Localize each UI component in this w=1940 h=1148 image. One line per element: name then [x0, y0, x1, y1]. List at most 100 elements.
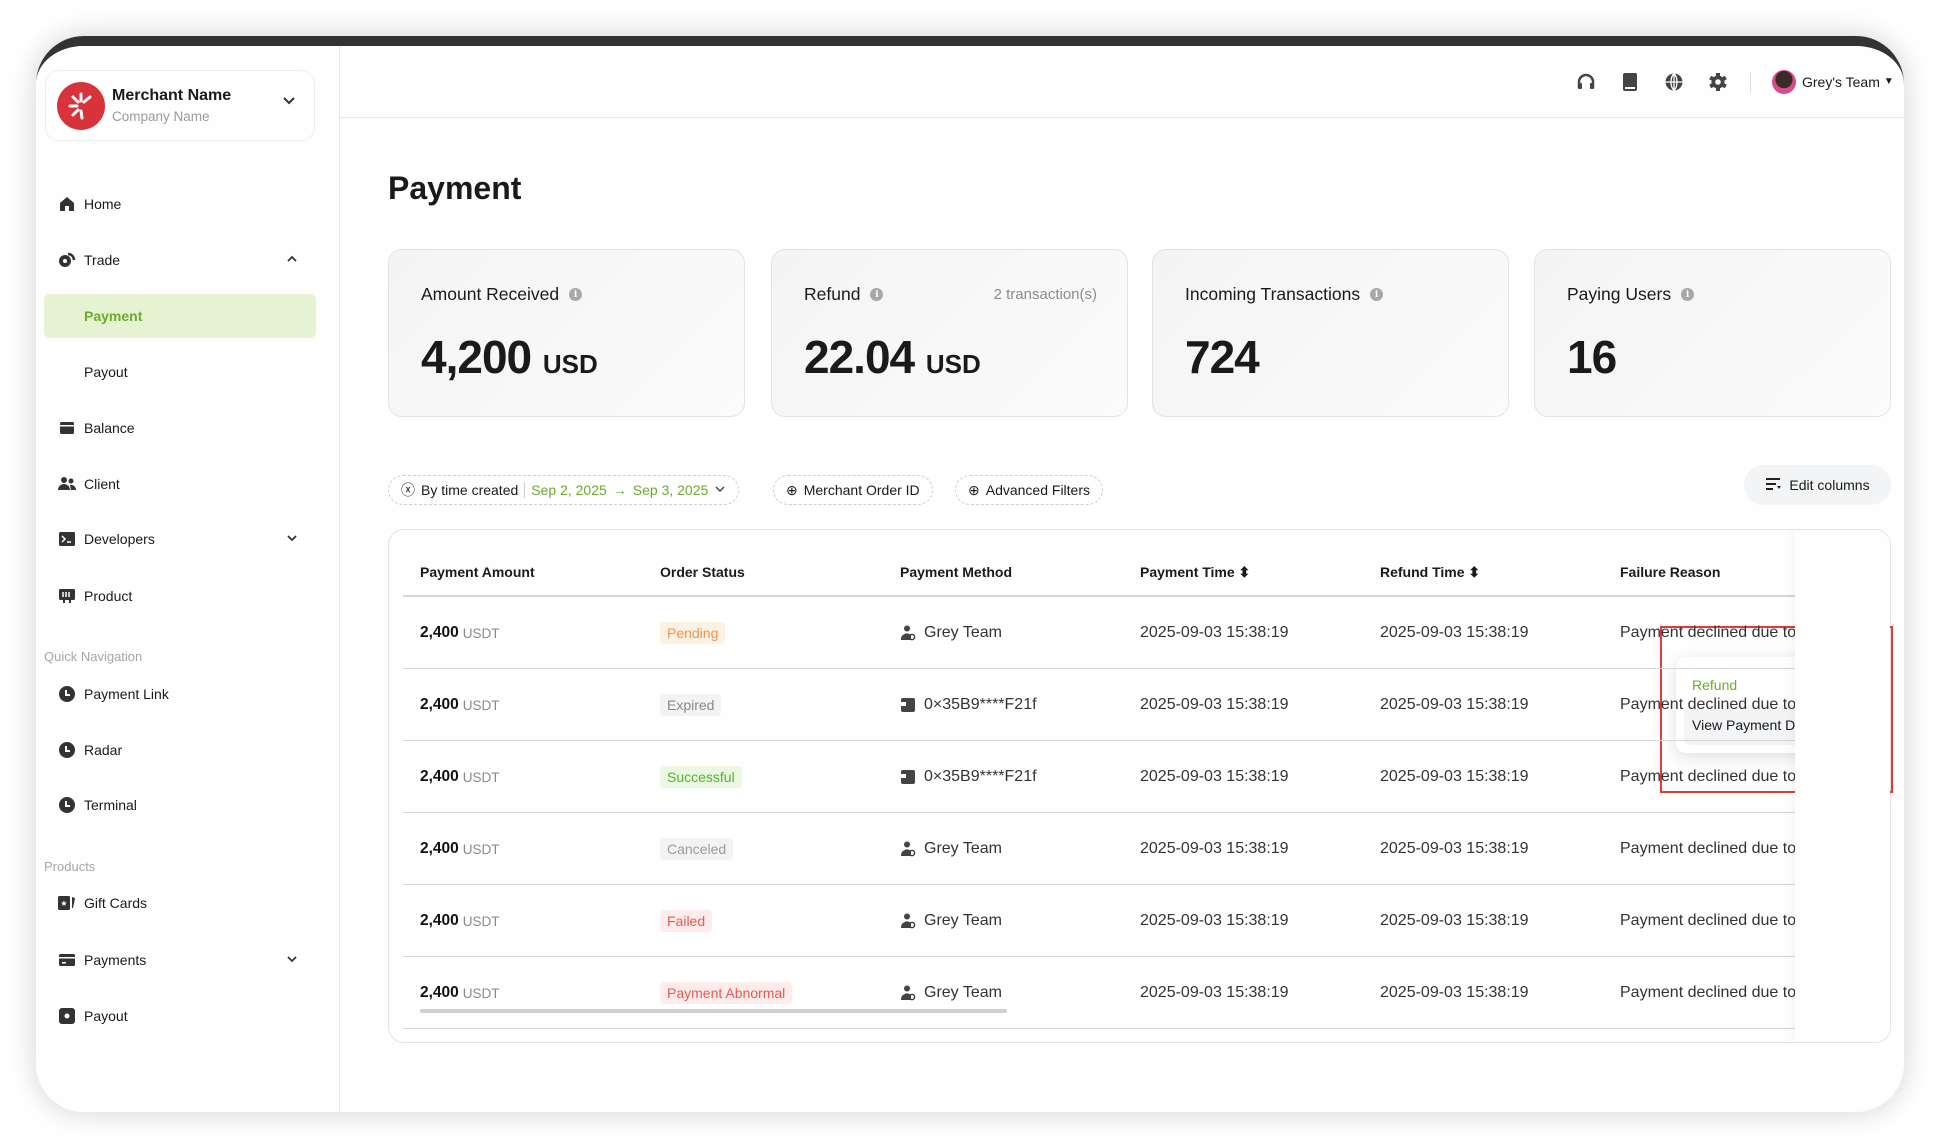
- avatar[interactable]: [1772, 70, 1796, 94]
- table-row[interactable]: 2,400 USDT Expired 0×35B9****F21f 2025-09…: [403, 669, 1880, 741]
- payment-time: 2025-09-03 15:38:19: [1140, 624, 1289, 641]
- table-row[interactable]: [403, 813, 1878, 885]
- status-badge: Failed: [660, 910, 713, 932]
- date-to[interactable]: Sep 3, 2025: [632, 482, 709, 498]
- table-row[interactable]: 2,400 USDT Failed Grey Team 2025-09-03 15…: [403, 885, 1880, 957]
- quick-nav-payment-link[interactable]: Payment Link: [36, 674, 340, 714]
- refund-time: 2025-09-03 15:38:19: [1380, 984, 1529, 1001]
- merchant-switcher[interactable]: Merchant Name Company Name: [45, 70, 315, 141]
- table-row[interactable]: [403, 741, 1878, 813]
- info-icon[interactable]: i: [1681, 288, 1695, 301]
- table-row[interactable]: [403, 597, 1878, 669]
- failure-reason: Payment declined due to: [1620, 768, 1797, 785]
- status-badge: Payment Abnormal: [660, 982, 793, 1004]
- amount-value: 2,400: [420, 624, 459, 641]
- home-icon: [58, 195, 76, 213]
- sidebar-item-label: Trade: [84, 252, 121, 268]
- method-label: Grey Team: [924, 912, 1002, 929]
- sidebar-item-balance[interactable]: Balance: [36, 408, 340, 448]
- sidebar-item-product[interactable]: Product: [36, 576, 340, 616]
- chevron-down-icon[interactable]: [286, 532, 298, 547]
- gear-icon[interactable]: [1706, 70, 1730, 94]
- edit-columns-button[interactable]: Edit columns: [1744, 465, 1891, 505]
- sidebar-item-label: Gift Cards: [84, 895, 148, 911]
- table-row[interactable]: [403, 957, 1878, 1029]
- sidebar-item-home[interactable]: Home: [36, 184, 340, 224]
- table-row[interactable]: [403, 669, 1878, 741]
- method-label: Grey Team: [924, 840, 1002, 857]
- coins-icon: [58, 251, 76, 269]
- plus-circle-icon: ⊕: [786, 481, 798, 498]
- product-icon: [58, 587, 76, 605]
- sidebar-item-label: Payment: [84, 308, 143, 324]
- table-row[interactable]: [403, 885, 1878, 957]
- app-window: Merchant Name Company Name Home Trade Paym…: [36, 36, 1904, 1112]
- payment-method: Grey Team: [900, 885, 1002, 957]
- date-from[interactable]: Sep 2, 2025: [531, 482, 607, 498]
- user-icon: [900, 985, 916, 1001]
- advanced-filters-button[interactable]: ⊕ Advanced Filters: [955, 475, 1104, 505]
- card-value: 16: [1567, 331, 1617, 383]
- status-badge: Pending: [660, 622, 726, 644]
- user-icon: [900, 625, 916, 641]
- info-icon[interactable]: i: [870, 288, 884, 301]
- card-value: 22.04: [804, 331, 915, 383]
- refund-time: 2025-09-03 15:38:19: [1380, 768, 1529, 785]
- payment-amount: 2,400 USDT: [420, 885, 500, 957]
- products-payments[interactable]: Payments: [36, 940, 340, 980]
- horizontal-scrollbar[interactable]: [420, 1009, 1007, 1013]
- column-header: Order Status: [660, 564, 745, 580]
- card-value: 724: [1185, 331, 1260, 383]
- method-label: 0×35B9****F21f: [924, 768, 1037, 785]
- column-header[interactable]: Payment Time ⬍: [1140, 564, 1251, 580]
- payment-time: 2025-09-03 15:38:19: [1140, 696, 1289, 713]
- sidebar-item-trade[interactable]: Trade: [36, 240, 340, 280]
- amount-currency: USDT: [462, 625, 500, 641]
- payment-time: 2025-09-03 15:38:19: [1140, 912, 1289, 929]
- sidebar-item-label: Payout: [84, 364, 128, 380]
- clear-circle-icon[interactable]: ⓧ: [401, 482, 415, 498]
- sidebar-item-payout[interactable]: Payout: [36, 352, 340, 392]
- sidebar-item-developers[interactable]: Developers: [36, 519, 340, 559]
- column-header: Failure Reason: [1620, 564, 1721, 580]
- clock-icon: [58, 685, 76, 703]
- products-gift-cards[interactable]: ★ Gift Cards: [36, 883, 340, 923]
- team-switcher[interactable]: Grey's Team ▼: [1802, 74, 1894, 90]
- stat-card-incoming-transactions: Incoming Transactions i 724: [1152, 249, 1509, 417]
- payment-time: 2025-09-03 15:38:19: [1140, 984, 1289, 1001]
- sidebar-item-client[interactable]: Client: [36, 464, 340, 504]
- info-icon[interactable]: i: [569, 288, 583, 301]
- headset-icon[interactable]: [1574, 70, 1598, 94]
- gift-card-icon: ★: [58, 894, 76, 912]
- products-payout[interactable]: Payout: [36, 996, 340, 1036]
- amount-currency: USDT: [462, 913, 500, 929]
- book-icon[interactable]: [1618, 70, 1642, 94]
- wallet-icon: [900, 697, 916, 713]
- sidebar-item-label: Home: [84, 196, 122, 212]
- quick-nav-terminal[interactable]: Terminal: [36, 785, 340, 825]
- column-header[interactable]: Refund Time ⬍: [1380, 564, 1481, 580]
- time-filter-chip[interactable]: ⓧ By time created Sep 2, 2025 → Sep 3, 2…: [388, 475, 740, 505]
- sidebar-item-label: Payments: [84, 952, 147, 968]
- users-icon: [58, 475, 76, 493]
- time-filter-label: By time created: [421, 482, 519, 498]
- sidebar-item-payment[interactable]: Payment: [44, 294, 316, 338]
- globe-icon[interactable]: [1662, 70, 1686, 94]
- chevron-up-icon[interactable]: [286, 253, 298, 268]
- merchant-order-id-filter[interactable]: ⊕ Merchant Order ID: [773, 475, 933, 505]
- payment-method: Grey Team: [900, 597, 1002, 669]
- stat-card-refund: Refund i 2 transaction(s) 22.04 USD: [771, 249, 1128, 417]
- chevron-down-icon[interactable]: [286, 953, 298, 968]
- quick-nav-radar[interactable]: Radar: [36, 730, 340, 770]
- team-name: Grey's Team: [1802, 74, 1880, 90]
- company-name: Company Name: [112, 109, 210, 124]
- columns-icon: [1765, 477, 1782, 494]
- failure-reason: Payment declined due to: [1620, 840, 1797, 857]
- amount-currency: USDT: [462, 769, 500, 785]
- amount-currency: USDT: [462, 841, 500, 857]
- stat-card-paying-users: Paying Users i 16: [1534, 249, 1891, 417]
- card-title: Refund: [804, 284, 861, 304]
- status-badge: Canceled: [660, 838, 734, 860]
- info-icon[interactable]: i: [1370, 288, 1384, 301]
- menu-item-refund[interactable]: Refund: [1692, 677, 1738, 693]
